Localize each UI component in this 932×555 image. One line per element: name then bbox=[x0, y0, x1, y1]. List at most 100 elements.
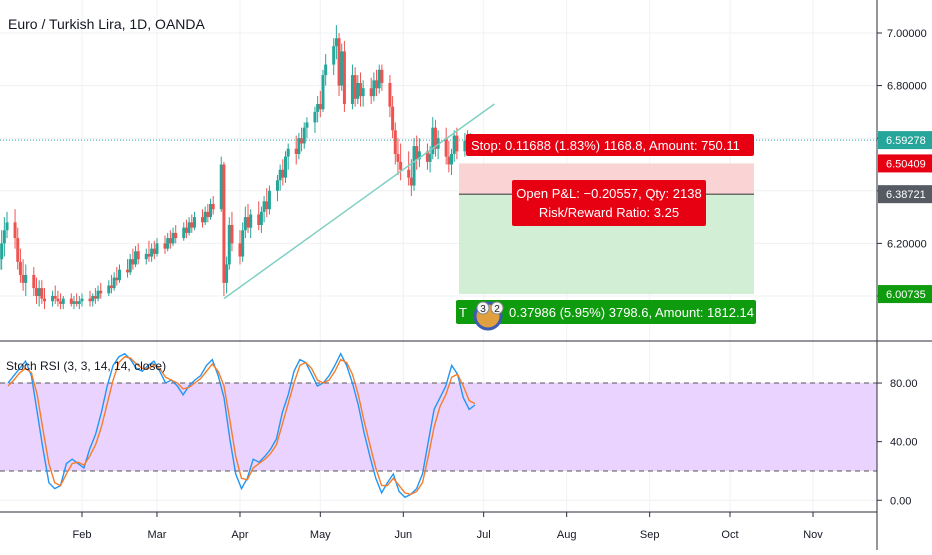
candle-body bbox=[375, 80, 378, 88]
time-tick-label: Feb bbox=[73, 529, 92, 541]
candle-body bbox=[147, 254, 150, 257]
candle-body bbox=[110, 285, 113, 288]
candle-body bbox=[455, 136, 458, 152]
indicator-title: Stoch RSI (3, 3, 14, 14, close) bbox=[6, 359, 166, 373]
candle-body bbox=[220, 165, 223, 210]
candle-body bbox=[22, 275, 25, 283]
candle-body bbox=[201, 217, 204, 222]
candle-body bbox=[362, 88, 365, 96]
candle-body bbox=[445, 138, 448, 156]
candle-body bbox=[56, 299, 59, 302]
candle-body bbox=[188, 222, 191, 233]
candle-body bbox=[94, 296, 97, 299]
candle-body bbox=[32, 275, 35, 288]
candle-body bbox=[51, 296, 54, 301]
candle-body bbox=[343, 51, 346, 104]
candle-body bbox=[300, 138, 303, 143]
candle-body bbox=[172, 233, 175, 244]
avatar[interactable]: 3 2 bbox=[475, 302, 503, 329]
candle-body bbox=[453, 136, 456, 154]
candle-body bbox=[212, 204, 215, 209]
candle-body bbox=[279, 170, 282, 181]
candle-body bbox=[431, 128, 434, 154]
candle-body bbox=[126, 270, 129, 273]
candle-body bbox=[241, 230, 244, 256]
candle-body bbox=[238, 243, 241, 256]
candle-body bbox=[340, 51, 343, 85]
candle-body bbox=[244, 217, 247, 230]
candle-body bbox=[354, 75, 357, 99]
candle-body bbox=[284, 157, 287, 178]
indicator-tick-label: 40.00 bbox=[890, 437, 918, 449]
target-label: 0.37986 (5.95%) 3798.6, Amount: 1812.14 bbox=[509, 305, 754, 320]
candle-body bbox=[332, 46, 335, 64]
candle-body bbox=[16, 238, 19, 262]
pnl-label-box[interactable]: Open P&L: −0.20557, Qty: 2138 Risk/Rewar… bbox=[512, 180, 706, 226]
candle-body bbox=[281, 170, 284, 178]
candle-body bbox=[351, 75, 354, 104]
candle-body bbox=[338, 38, 341, 85]
candle-body bbox=[313, 112, 316, 123]
candle-body bbox=[413, 146, 416, 185]
candle-body bbox=[43, 299, 46, 302]
time-tick-label: Apr bbox=[231, 529, 248, 541]
candle-body bbox=[268, 191, 271, 209]
candle-body bbox=[19, 262, 22, 275]
candle-body bbox=[247, 217, 250, 228]
candle-body bbox=[324, 65, 327, 76]
candle-body bbox=[38, 288, 41, 296]
candle-body bbox=[89, 299, 92, 302]
candle-body bbox=[150, 249, 153, 257]
candle-body bbox=[190, 222, 193, 227]
pnl-label: Open P&L: −0.20557, Qty: 2138 bbox=[516, 186, 701, 201]
candle-body bbox=[265, 201, 268, 209]
candle-body bbox=[380, 70, 383, 83]
candle-body bbox=[287, 149, 290, 157]
candle-body bbox=[129, 259, 132, 272]
indicator-tick-label: 80.00 bbox=[890, 378, 918, 390]
candle-body bbox=[335, 38, 338, 46]
candle-body bbox=[391, 107, 394, 131]
candle-body bbox=[316, 104, 319, 112]
candle-body bbox=[72, 301, 75, 304]
candle-body bbox=[222, 165, 225, 283]
candle-body bbox=[97, 291, 100, 299]
stop-label-box[interactable]: Stop: 0.11688 (1.83%) 1168.8, Amount: 75… bbox=[466, 134, 754, 156]
time-tick-label: Oct bbox=[721, 529, 738, 541]
time-tick-label: Aug bbox=[557, 529, 577, 541]
candle-body bbox=[228, 225, 231, 264]
candle-body bbox=[359, 83, 362, 96]
candle-body bbox=[3, 230, 6, 243]
time-tick-label: Sep bbox=[640, 529, 660, 541]
candle-body bbox=[206, 212, 209, 217]
price-badge-label: 6.38721 bbox=[886, 189, 926, 201]
candle-body bbox=[131, 259, 134, 264]
candle-body bbox=[145, 254, 148, 259]
candle-body bbox=[407, 170, 410, 178]
chart-title: Euro / Turkish Lira, 1D, OANDA bbox=[8, 16, 206, 32]
candle-body bbox=[155, 243, 158, 254]
candle-body bbox=[415, 146, 418, 159]
candle-body bbox=[137, 251, 140, 259]
time-tick-label: Nov bbox=[803, 529, 823, 541]
candle-body bbox=[185, 228, 188, 233]
candle-body bbox=[169, 238, 172, 243]
candle-body bbox=[0, 243, 3, 259]
candle-body bbox=[24, 275, 27, 283]
price-tick-label: 7.00000 bbox=[887, 28, 927, 40]
stop-label: Stop: 0.11688 (1.83%) 1168.8, Amount: 75… bbox=[471, 138, 740, 153]
candle-body bbox=[40, 288, 43, 299]
candle-body bbox=[54, 296, 57, 299]
candle-body bbox=[75, 301, 78, 304]
candle-body bbox=[321, 75, 324, 109]
candle-body bbox=[429, 154, 432, 162]
candle-body bbox=[14, 222, 17, 238]
avatar-digit: 2 bbox=[494, 304, 500, 315]
candle-body bbox=[193, 217, 196, 228]
candle-body bbox=[35, 288, 38, 296]
candle-body bbox=[62, 299, 65, 304]
candle-body bbox=[115, 278, 118, 281]
candle-body bbox=[204, 212, 207, 223]
